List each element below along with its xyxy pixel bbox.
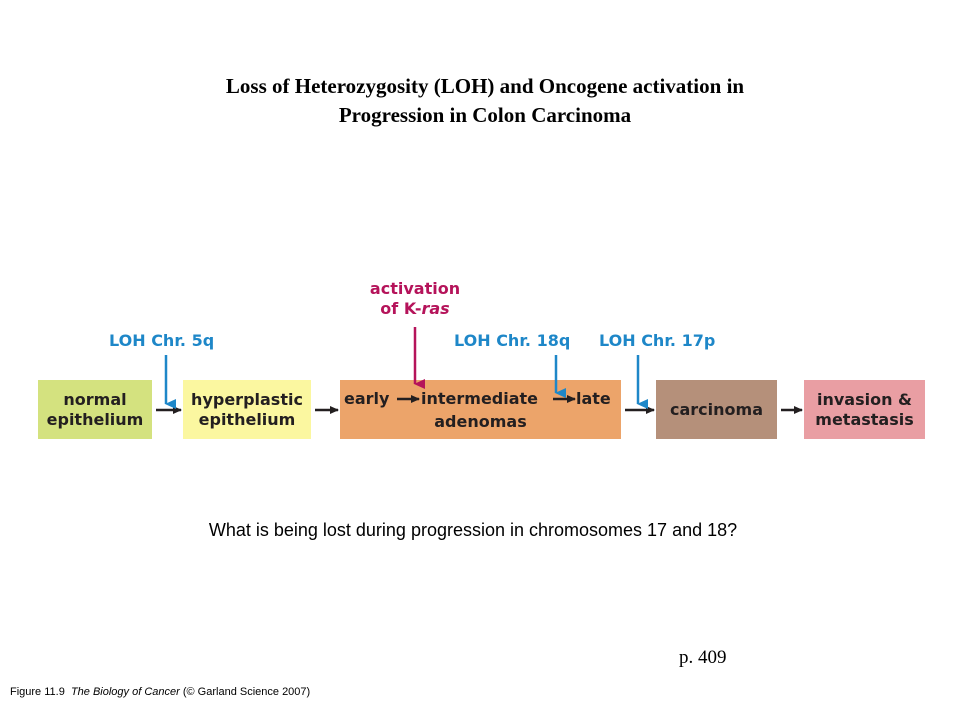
stage-carcinoma: carcinoma — [656, 380, 777, 439]
stage-hyperplastic-line1: hyperplastic — [191, 389, 303, 409]
question-text: What is being lost during progression in… — [208, 520, 738, 540]
event-loh-17p-label: LOH Chr. 17p — [599, 331, 716, 350]
page-reference: p. 409 — [679, 647, 727, 668]
stage-invasion-line1: invasion & — [816, 389, 912, 409]
stage-normal-epithelium: normal epithelium — [38, 380, 152, 439]
caption-credit: (© Garland Science 2007) — [182, 686, 311, 698]
caption-figure: Figure 11.9 — [10, 686, 65, 698]
stage-adenomas: early intermediate late adenomas — [340, 380, 621, 439]
stage-late-label: late — [576, 389, 611, 408]
stage-hyperplastic-epithelium: hyperplastic epithelium — [183, 380, 311, 439]
event-loh-5q-label: LOH Chr. 5q — [109, 331, 215, 350]
slide-title: Loss of Heterozygosity (LOH) and Oncogen… — [0, 72, 960, 130]
stage-early-label: early — [344, 389, 390, 408]
stage-intermediate-label: intermediate — [421, 389, 539, 408]
stage-normal-line2: epithelium — [46, 409, 144, 429]
stage-carcinoma-label: carcinoma — [670, 399, 763, 419]
caption-book-title: The Biology of Cancer — [70, 686, 180, 698]
event-loh-18q-label: LOH Chr. 18q — [454, 331, 571, 350]
figure-caption: Figure 11.9 The Biology of Cancer (© Gar… — [10, 686, 310, 698]
stage-invasion-line2: metastasis — [815, 409, 914, 429]
event-kras-line2: of K-ras — [356, 299, 474, 319]
stage-normal-line1: normal — [63, 389, 127, 409]
event-kras-line1: activation — [369, 279, 461, 298]
event-kras-prefix: of K- — [380, 299, 422, 318]
event-kras-label: activation of K-ras — [356, 279, 474, 319]
event-kras-gene: ras — [421, 299, 450, 318]
title-line-2: Progression in Colon Carcinoma — [338, 103, 632, 127]
stage-adenomas-label: adenomas — [434, 412, 527, 431]
title-line-1: Loss of Heterozygosity (LOH) and Oncogen… — [225, 74, 745, 98]
stage-invasion-metastasis: invasion & metastasis — [804, 380, 925, 439]
stage-hyperplastic-line2: epithelium — [198, 409, 296, 429]
